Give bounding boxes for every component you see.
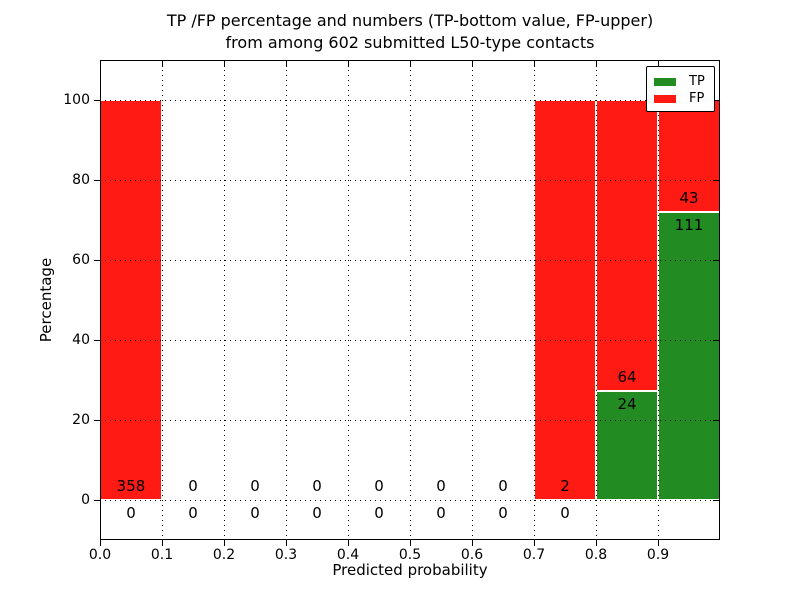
chart-title: TP /FP percentage and numbers (TP-bottom…	[166, 11, 654, 52]
tp-legend-swatch	[654, 77, 676, 86]
x-tick	[286, 540, 287, 546]
x-tick	[162, 540, 163, 546]
x-tick	[100, 540, 101, 546]
legend-label: TP	[689, 73, 705, 89]
x-tick	[658, 540, 659, 546]
axes-border	[100, 60, 720, 540]
legend: TP FP	[646, 66, 715, 112]
y-tick-label: 20	[72, 412, 90, 428]
legend-label: FP	[689, 90, 705, 106]
y-tick-label: 100	[63, 92, 90, 108]
y-axis-label: Percentage	[37, 257, 55, 343]
x-tick	[410, 540, 411, 546]
legend-entry: TP	[654, 73, 714, 90]
x-tick	[348, 540, 349, 546]
legend-entry: FP	[654, 90, 714, 107]
x-tick	[596, 540, 597, 546]
y-tick-label: 80	[72, 172, 90, 188]
fp-legend-swatch	[654, 94, 676, 103]
x-axis-label: Predicted probability	[332, 561, 488, 579]
x-tick	[224, 540, 225, 546]
y-tick-label: 0	[81, 492, 90, 508]
plot-area: 358 0 0 0 0 0 0 0 0 0 0 0 0 0 2 0 64 24 43 111 TP FP	[100, 60, 720, 540]
x-tick	[534, 540, 535, 546]
x-tick	[472, 540, 473, 546]
